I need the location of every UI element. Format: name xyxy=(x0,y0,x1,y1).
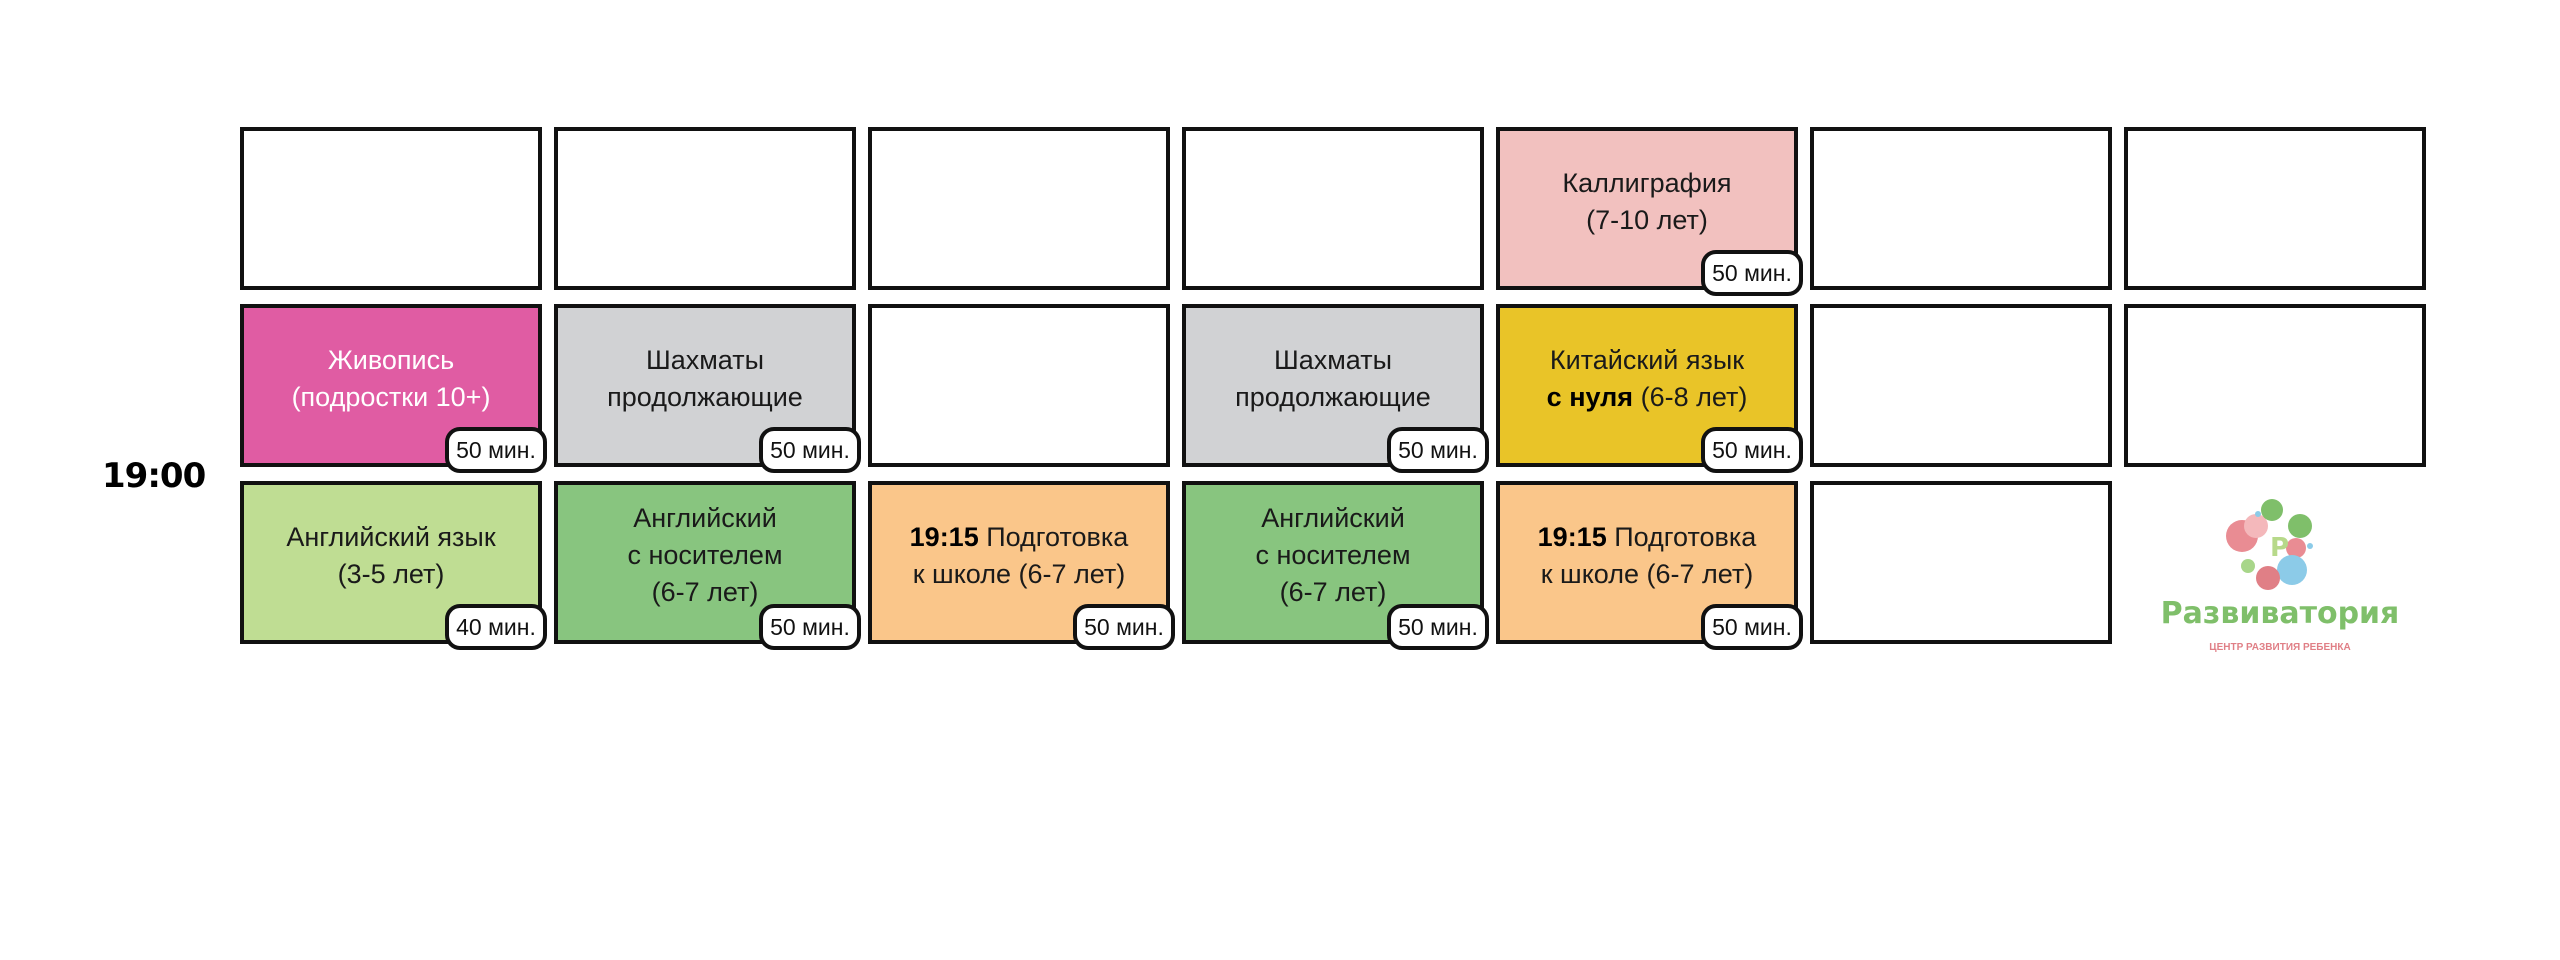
class-title-text: (6-8 лет) xyxy=(1633,381,1748,412)
empty-slot xyxy=(868,127,1170,290)
duration-badge: 50 мин. xyxy=(1387,427,1489,473)
class-title-text: Английский язык xyxy=(286,521,496,552)
svg-text:Р: Р xyxy=(2270,533,2289,563)
class-title-text: Каллиграфия xyxy=(1562,167,1732,198)
class-title-text: Английский xyxy=(1261,503,1405,533)
class-slot[interactable]: Шахматы продолжающие 50 мин. xyxy=(1182,304,1489,473)
class-title-text: (6-7 лет) xyxy=(651,577,759,607)
class-title-line: (3-5 лет) xyxy=(338,556,445,593)
logo-subtitle: ЦЕНТР РАЗВИТИЯ РЕБЕНКА xyxy=(2209,642,2351,653)
class-title-line: к школе (6-7 лет) xyxy=(913,556,1126,593)
duration-badge: 50 мин. xyxy=(759,427,861,473)
class-slot[interactable]: 19:15 Подготовка к школе (6-7 лет) 50 мин. xyxy=(1496,481,1803,650)
class-title-text: Шахматы xyxy=(645,344,765,375)
empty-slot xyxy=(554,127,856,290)
class-title-line: Английский язык xyxy=(286,519,495,556)
class-title-text: с носителем xyxy=(627,540,783,570)
class-title-line: 19:15 Подготовка xyxy=(1538,519,1757,556)
duration-badge: 50 мин. xyxy=(1073,604,1175,650)
logo-title: Развиватория xyxy=(2160,596,2400,631)
duration-badge: 50 мин. xyxy=(1701,427,1803,473)
class-title-line: с носителем xyxy=(627,537,782,574)
empty-slot xyxy=(868,304,1170,467)
empty-slot xyxy=(1810,127,2112,290)
class-title-line: с носителем xyxy=(1255,537,1410,574)
class-title-text: Китайский язык xyxy=(1549,344,1745,375)
class-title-line: (подростки 10+) xyxy=(292,379,491,416)
class-title-text: (7-10 лет) xyxy=(1586,204,1708,235)
schedule-grid: Каллиграфия (7-10 лет) 50 мин. Живопись (под… xyxy=(240,127,2426,650)
class-title-line: Шахматы xyxy=(1274,342,1392,379)
class-title-line: Живопись xyxy=(328,342,454,379)
class-slot[interactable]: Английский язык (3-5 лет) 40 мин. xyxy=(240,481,547,650)
class-slot[interactable]: Английский с носителем (6-7 лет) 50 мин. xyxy=(1182,481,1489,650)
class-title-line: Каллиграфия xyxy=(1562,165,1731,202)
class-title-text: (подростки 10+) xyxy=(291,381,491,412)
class-title-text: (3-5 лет) xyxy=(337,558,445,589)
empty-slot xyxy=(1810,304,2112,467)
class-slot[interactable]: 19:15 Подготовка к школе (6-7 лет) 50 мин. xyxy=(868,481,1175,650)
class-title-line: к школе (6-7 лет) xyxy=(1541,556,1754,593)
duration-badge: 50 мин. xyxy=(1387,604,1489,650)
class-title-text: к школе (6-7 лет) xyxy=(1540,558,1754,589)
class-slot[interactable]: Шахматы продолжающие 50 мин. xyxy=(554,304,861,473)
class-title-line: Китайский язык xyxy=(1550,342,1744,379)
class-title-text: (6-7 лет) xyxy=(1279,577,1387,607)
empty-slot xyxy=(1810,481,2112,644)
empty-slot xyxy=(2124,304,2426,467)
time-label: 19:00 xyxy=(102,456,206,496)
class-title-line: продолжающие xyxy=(607,379,803,416)
class-title-bold: с нуля xyxy=(1546,381,1634,412)
class-title-line: с нуля (6-8 лет) xyxy=(1547,379,1748,416)
empty-slot xyxy=(2124,127,2426,290)
class-title-bold: 19:15 xyxy=(1537,521,1607,552)
class-title-text: к школе (6-7 лет) xyxy=(912,558,1126,589)
class-title-line: (7-10 лет) xyxy=(1586,202,1708,239)
class-title-line: (6-7 лет) xyxy=(1280,574,1387,611)
class-slot[interactable]: Живопись (подростки 10+) 50 мин. xyxy=(240,304,547,473)
duration-badge: 50 мин. xyxy=(759,604,861,650)
class-title-text: продолжающие xyxy=(607,381,803,412)
class-slot[interactable]: Каллиграфия (7-10 лет) 50 мин. xyxy=(1496,127,1803,296)
class-title-line: (6-7 лет) xyxy=(652,574,759,611)
class-title-line: Английский xyxy=(1261,500,1405,537)
class-title-line: Шахматы xyxy=(646,342,764,379)
class-title-bold: 19:15 xyxy=(909,521,979,552)
class-title-line: продолжающие xyxy=(1235,379,1431,416)
duration-badge: 40 мин. xyxy=(445,604,547,650)
duration-badge: 50 мин. xyxy=(445,427,547,473)
duration-badge: 50 мин. xyxy=(1701,250,1803,296)
class-title-text: Английский xyxy=(633,503,777,533)
duration-badge: 50 мин. xyxy=(1701,604,1803,650)
logo-illustration-icon: Р xyxy=(2226,499,2313,590)
class-title-text: продолжающие xyxy=(1235,381,1431,412)
class-slot[interactable]: Китайский язык с нуля (6-8 лет) 50 мин. xyxy=(1496,304,1803,473)
class-slot[interactable]: Английский с носителем (6-7 лет) 50 мин. xyxy=(554,481,861,650)
class-title-text: Шахматы xyxy=(1273,344,1393,375)
brand-logo: Р Развиватория ЦЕНТР РАЗВИТИЯ РЕБЕНКА xyxy=(2160,496,2400,656)
empty-slot xyxy=(240,127,542,290)
class-title-text: Подготовка xyxy=(978,521,1129,552)
class-title-line: 19:15 Подготовка xyxy=(910,519,1129,556)
class-title-line: Английский xyxy=(633,500,777,537)
empty-slot xyxy=(1182,127,1484,290)
class-title-text: с носителем xyxy=(1255,540,1411,570)
class-title-text: Подготовка xyxy=(1606,521,1757,552)
class-title-text: Живопись xyxy=(327,344,455,375)
